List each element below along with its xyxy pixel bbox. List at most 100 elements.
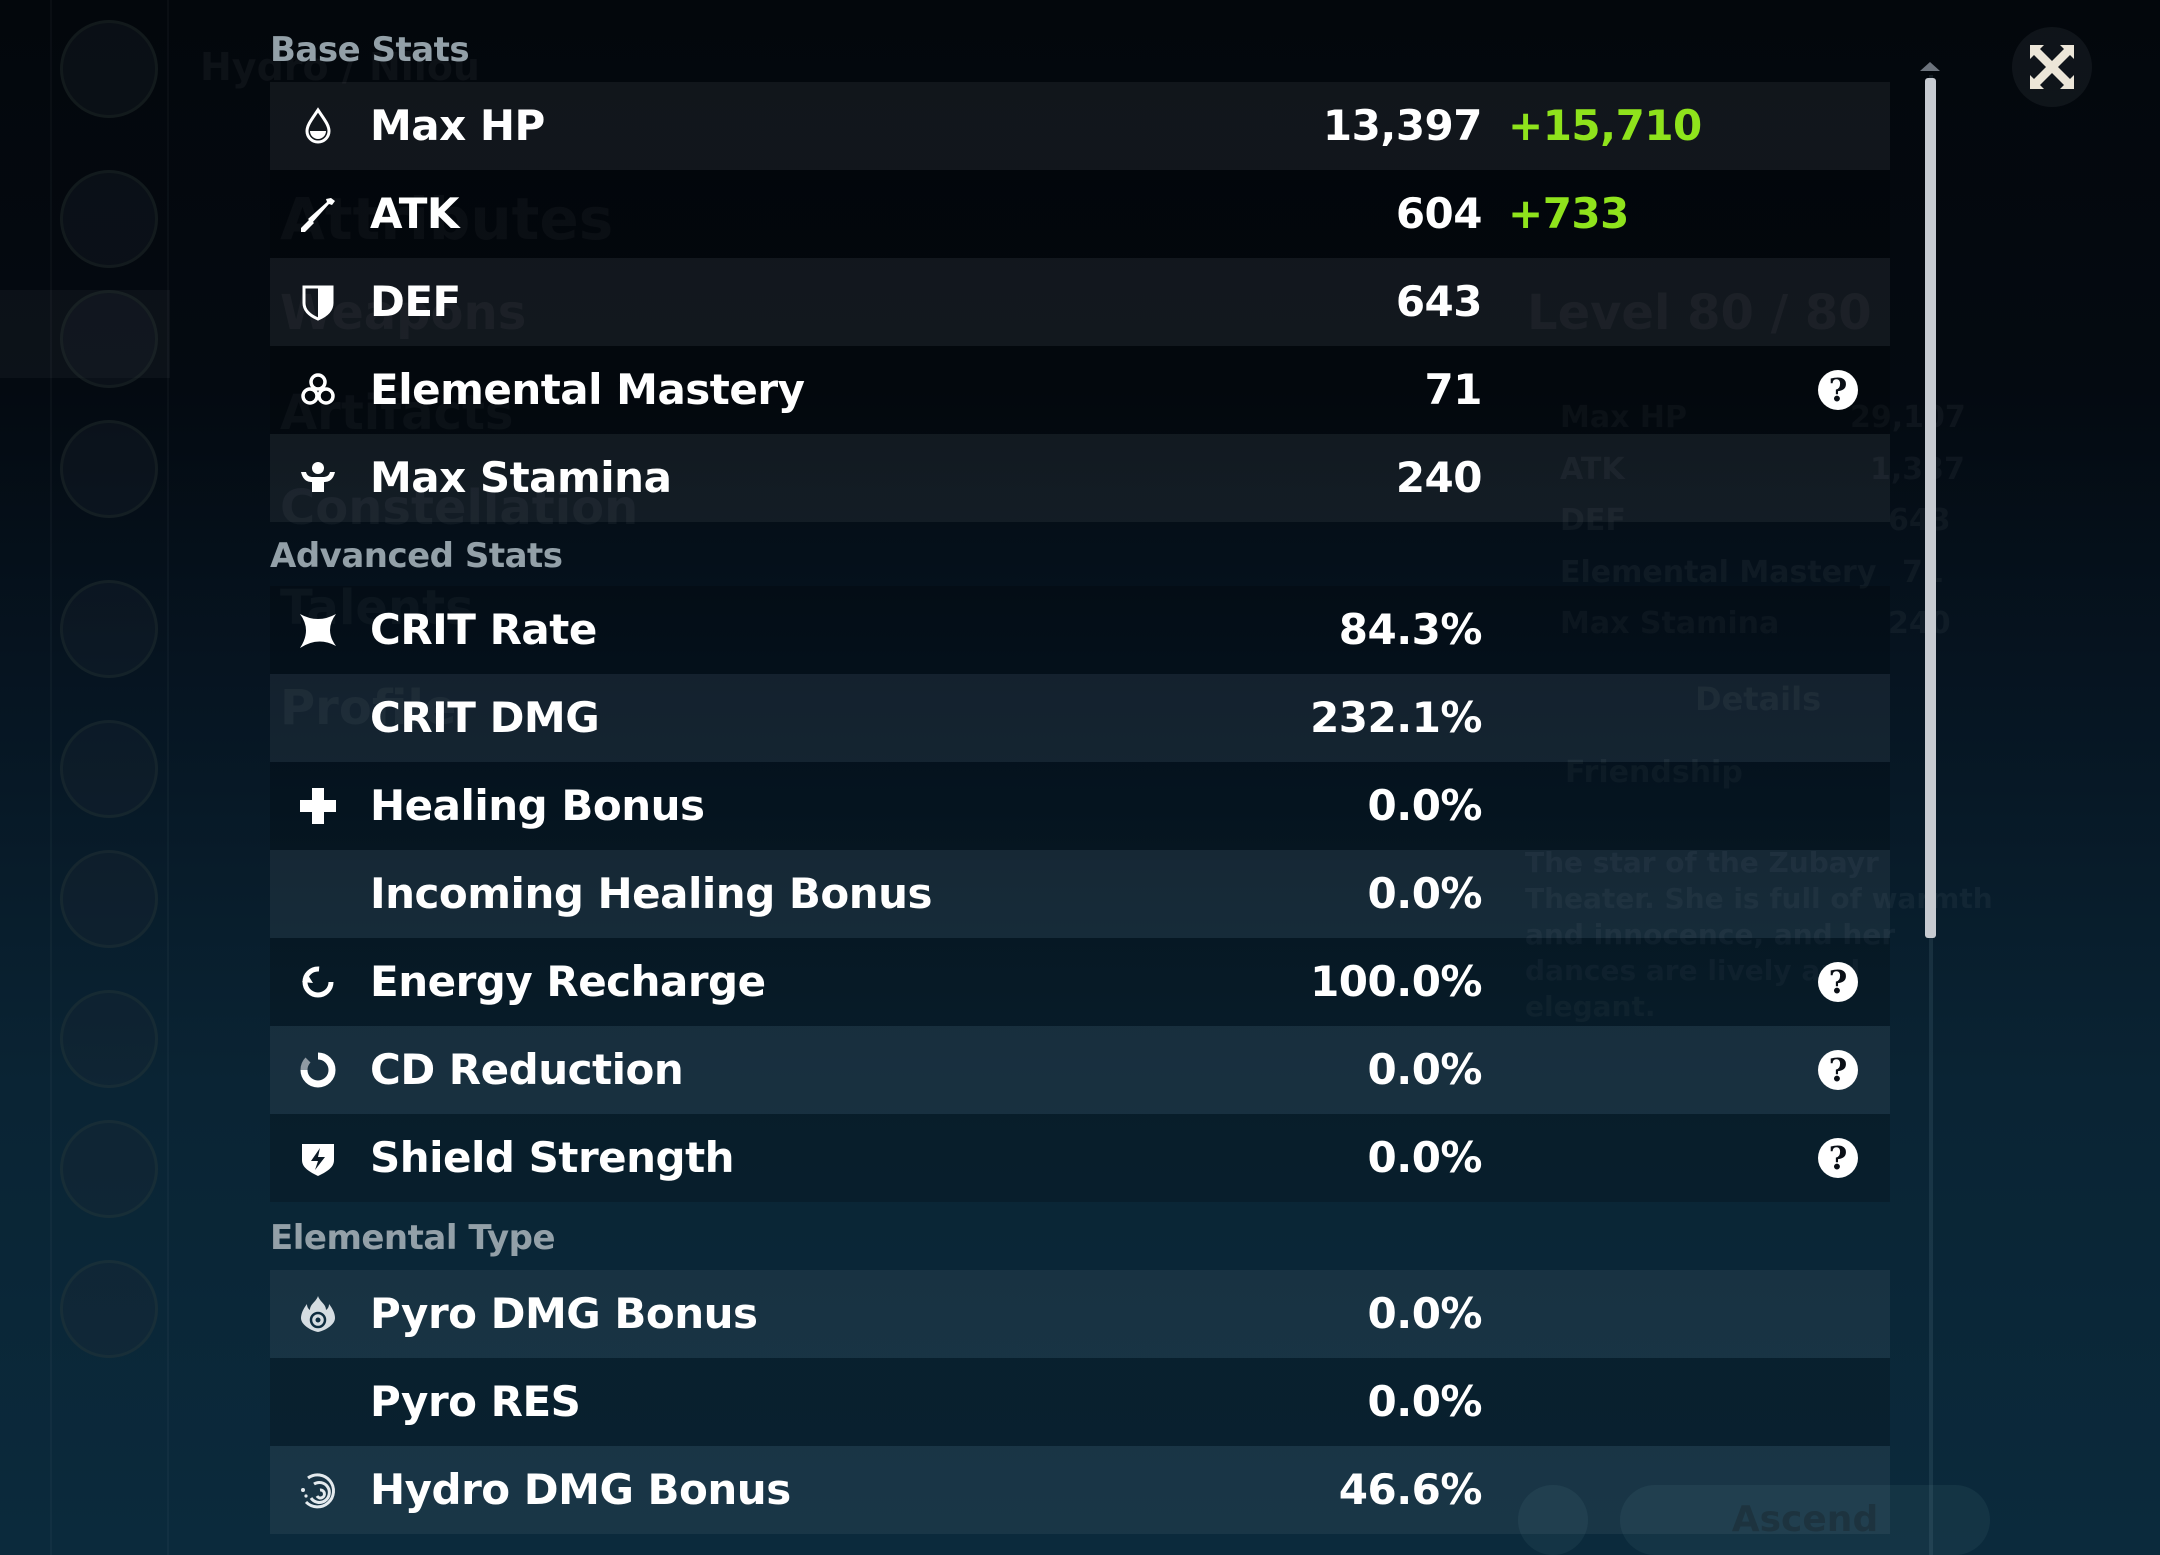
stat-value: 0.0%: [1367, 781, 1483, 830]
hp-drop-icon: [298, 106, 338, 146]
bg-avatar: [60, 170, 158, 268]
stat-value: 0.0%: [1367, 1289, 1483, 1338]
stat-value: 0.0%: [1367, 1045, 1483, 1094]
hydro-icon: [298, 1470, 338, 1510]
scroll-up-arrow-icon[interactable]: [1920, 62, 1940, 71]
stat-bonus: +15,710: [1508, 101, 1702, 150]
help-button-energy-recharge[interactable]: ?: [1818, 962, 1858, 1002]
close-icon: [2030, 45, 2074, 89]
healing-cross-icon: [298, 786, 338, 826]
close-button[interactable]: [2012, 27, 2092, 107]
bg-summary-label: ATK: [1560, 452, 1625, 487]
stat-row-pyro-res: Pyro RES 0.0%: [270, 1358, 1890, 1446]
section-header-base-stats: Base Stats: [270, 30, 470, 70]
cd-reduction-icon: [298, 1050, 338, 1090]
stat-row-elemental-mastery: Elemental Mastery 71 ?: [270, 346, 1890, 434]
bg-summary-value: 71: [1902, 555, 1944, 590]
stat-value: 643: [1395, 277, 1483, 326]
help-button-shield-strength[interactable]: ?: [1818, 1138, 1858, 1178]
stat-label: Energy Recharge: [370, 957, 766, 1006]
bg-avatar: [60, 850, 158, 948]
stat-label: Pyro RES: [370, 1377, 581, 1426]
bg-menu-constellation: Constellation: [280, 480, 638, 536]
bg-avatar: [60, 720, 158, 818]
section-header-advanced-stats: Advanced Stats: [270, 536, 563, 576]
stat-value: 232.1%: [1310, 693, 1482, 742]
stat-value: 84.3%: [1338, 605, 1483, 654]
stat-row-atk: ATK 604 +733: [270, 170, 1890, 258]
stat-label: DEF: [370, 277, 461, 326]
bg-outfit-button: [1518, 1485, 1588, 1555]
stat-value: 0.0%: [1367, 869, 1483, 918]
bg-menu-profile: Profile: [280, 680, 456, 736]
stat-row-pyro-dmg-bonus: Pyro DMG Bonus 0.0%: [270, 1270, 1890, 1358]
stat-label: ATK: [370, 189, 459, 238]
stat-value: 0.0%: [1367, 1133, 1483, 1182]
stat-label: Hydro DMG Bonus: [370, 1465, 791, 1514]
stat-row-healing-bonus: Healing Bonus 0.0%: [270, 762, 1890, 850]
stat-value: 604: [1395, 189, 1483, 238]
bg-details-label: Details: [1695, 680, 1821, 718]
shield-strength-icon: [298, 1138, 338, 1178]
stat-value: 0.0%: [1367, 1377, 1483, 1426]
stat-row-crit-rate: CRIT Rate 84.3%: [270, 586, 1890, 674]
stat-label: Elemental Mastery: [370, 365, 805, 414]
energy-recharge-icon: [298, 962, 338, 1002]
bg-avatar: [60, 290, 158, 388]
shield-icon: [298, 282, 338, 322]
stat-value: 46.6%: [1338, 1465, 1483, 1514]
bg-friendship-label: Friendship: [1565, 755, 1743, 790]
bg-summary-value: 1,337: [1870, 452, 1965, 487]
stat-value: 13,397: [1322, 101, 1483, 150]
help-button-cd-reduction[interactable]: ?: [1818, 1050, 1858, 1090]
bg-menu-attributes: Attributes: [280, 185, 613, 253]
bg-summary-label: Max Stamina: [1560, 606, 1779, 641]
stat-label: CRIT DMG: [370, 693, 600, 742]
bg-avatar: [60, 580, 158, 678]
bg-summary-value: 240: [1888, 606, 1951, 641]
stat-label: Pyro DMG Bonus: [370, 1289, 758, 1338]
section-header-elemental-type: Elemental Type: [270, 1218, 556, 1258]
stat-label: Shield Strength: [370, 1133, 735, 1182]
stat-row-max-hp: Max HP 13,397 +15,710: [270, 82, 1890, 170]
stat-row-cd-reduction: CD Reduction 0.0% ?: [270, 1026, 1890, 1114]
bg-element-emblem: [60, 20, 158, 118]
stat-value: 100.0%: [1310, 957, 1482, 1006]
stat-row-def: DEF 643: [270, 258, 1890, 346]
crit-star-icon: [298, 610, 338, 650]
bg-avatar: [60, 1260, 158, 1358]
stat-label: CD Reduction: [370, 1045, 684, 1094]
stat-row-shield-strength: Shield Strength 0.0% ?: [270, 1114, 1890, 1202]
bg-avatar: [60, 990, 158, 1088]
stat-row-max-stamina: Max Stamina 240: [270, 434, 1890, 522]
scrollbar-thumb[interactable]: [1925, 78, 1936, 938]
bg-summary-label: Elemental Mastery: [1560, 555, 1876, 590]
help-button-elemental-mastery[interactable]: ?: [1818, 370, 1858, 410]
pyro-icon: [298, 1294, 338, 1334]
stat-value: 71: [1424, 365, 1483, 414]
stat-row-crit-dmg: CRIT DMG 232.1%: [270, 674, 1890, 762]
stat-row-incoming-healing-bonus: Incoming Healing Bonus 0.0%: [270, 850, 1890, 938]
bg-summary-label: Max HP: [1560, 400, 1687, 435]
bg-summary-label: DEF: [1560, 503, 1626, 538]
stat-value: 240: [1395, 453, 1483, 502]
bg-avatar: [60, 1120, 158, 1218]
stat-label: Max Stamina: [370, 453, 672, 502]
stat-bonus: +733: [1508, 189, 1629, 238]
elemental-mastery-icon: [298, 370, 338, 410]
sword-icon: [298, 194, 338, 234]
bg-summary-value: 29,107: [1850, 400, 1966, 435]
bg-level-text: Level 80 / 80: [1527, 285, 1872, 341]
stat-label: CRIT Rate: [370, 605, 597, 654]
stat-row-hydro-dmg-bonus: Hydro DMG Bonus 46.6%: [270, 1446, 1890, 1534]
bg-ascend-button: Ascend: [1620, 1485, 1990, 1555]
stat-row-energy-recharge: Energy Recharge 100.0% ?: [270, 938, 1890, 1026]
bg-summary-value: 643: [1888, 503, 1951, 538]
stamina-icon: [298, 458, 338, 498]
stat-label: Healing Bonus: [370, 781, 705, 830]
bg-element-label: Hydro / Nilou: [200, 45, 480, 89]
bg-description: The star of the Zubayr Theater. She is f…: [1525, 845, 1995, 1025]
stat-label: Incoming Healing Bonus: [370, 869, 933, 918]
stat-label: Max HP: [370, 101, 545, 150]
bg-avatar: [60, 420, 158, 518]
